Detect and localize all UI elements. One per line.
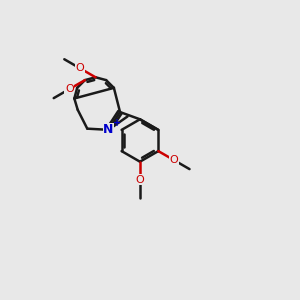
Text: O: O — [169, 155, 178, 165]
Text: N: N — [103, 123, 114, 136]
Text: O: O — [65, 84, 74, 94]
Text: O: O — [76, 63, 84, 73]
Text: +: + — [112, 118, 121, 128]
Text: O: O — [136, 175, 144, 185]
